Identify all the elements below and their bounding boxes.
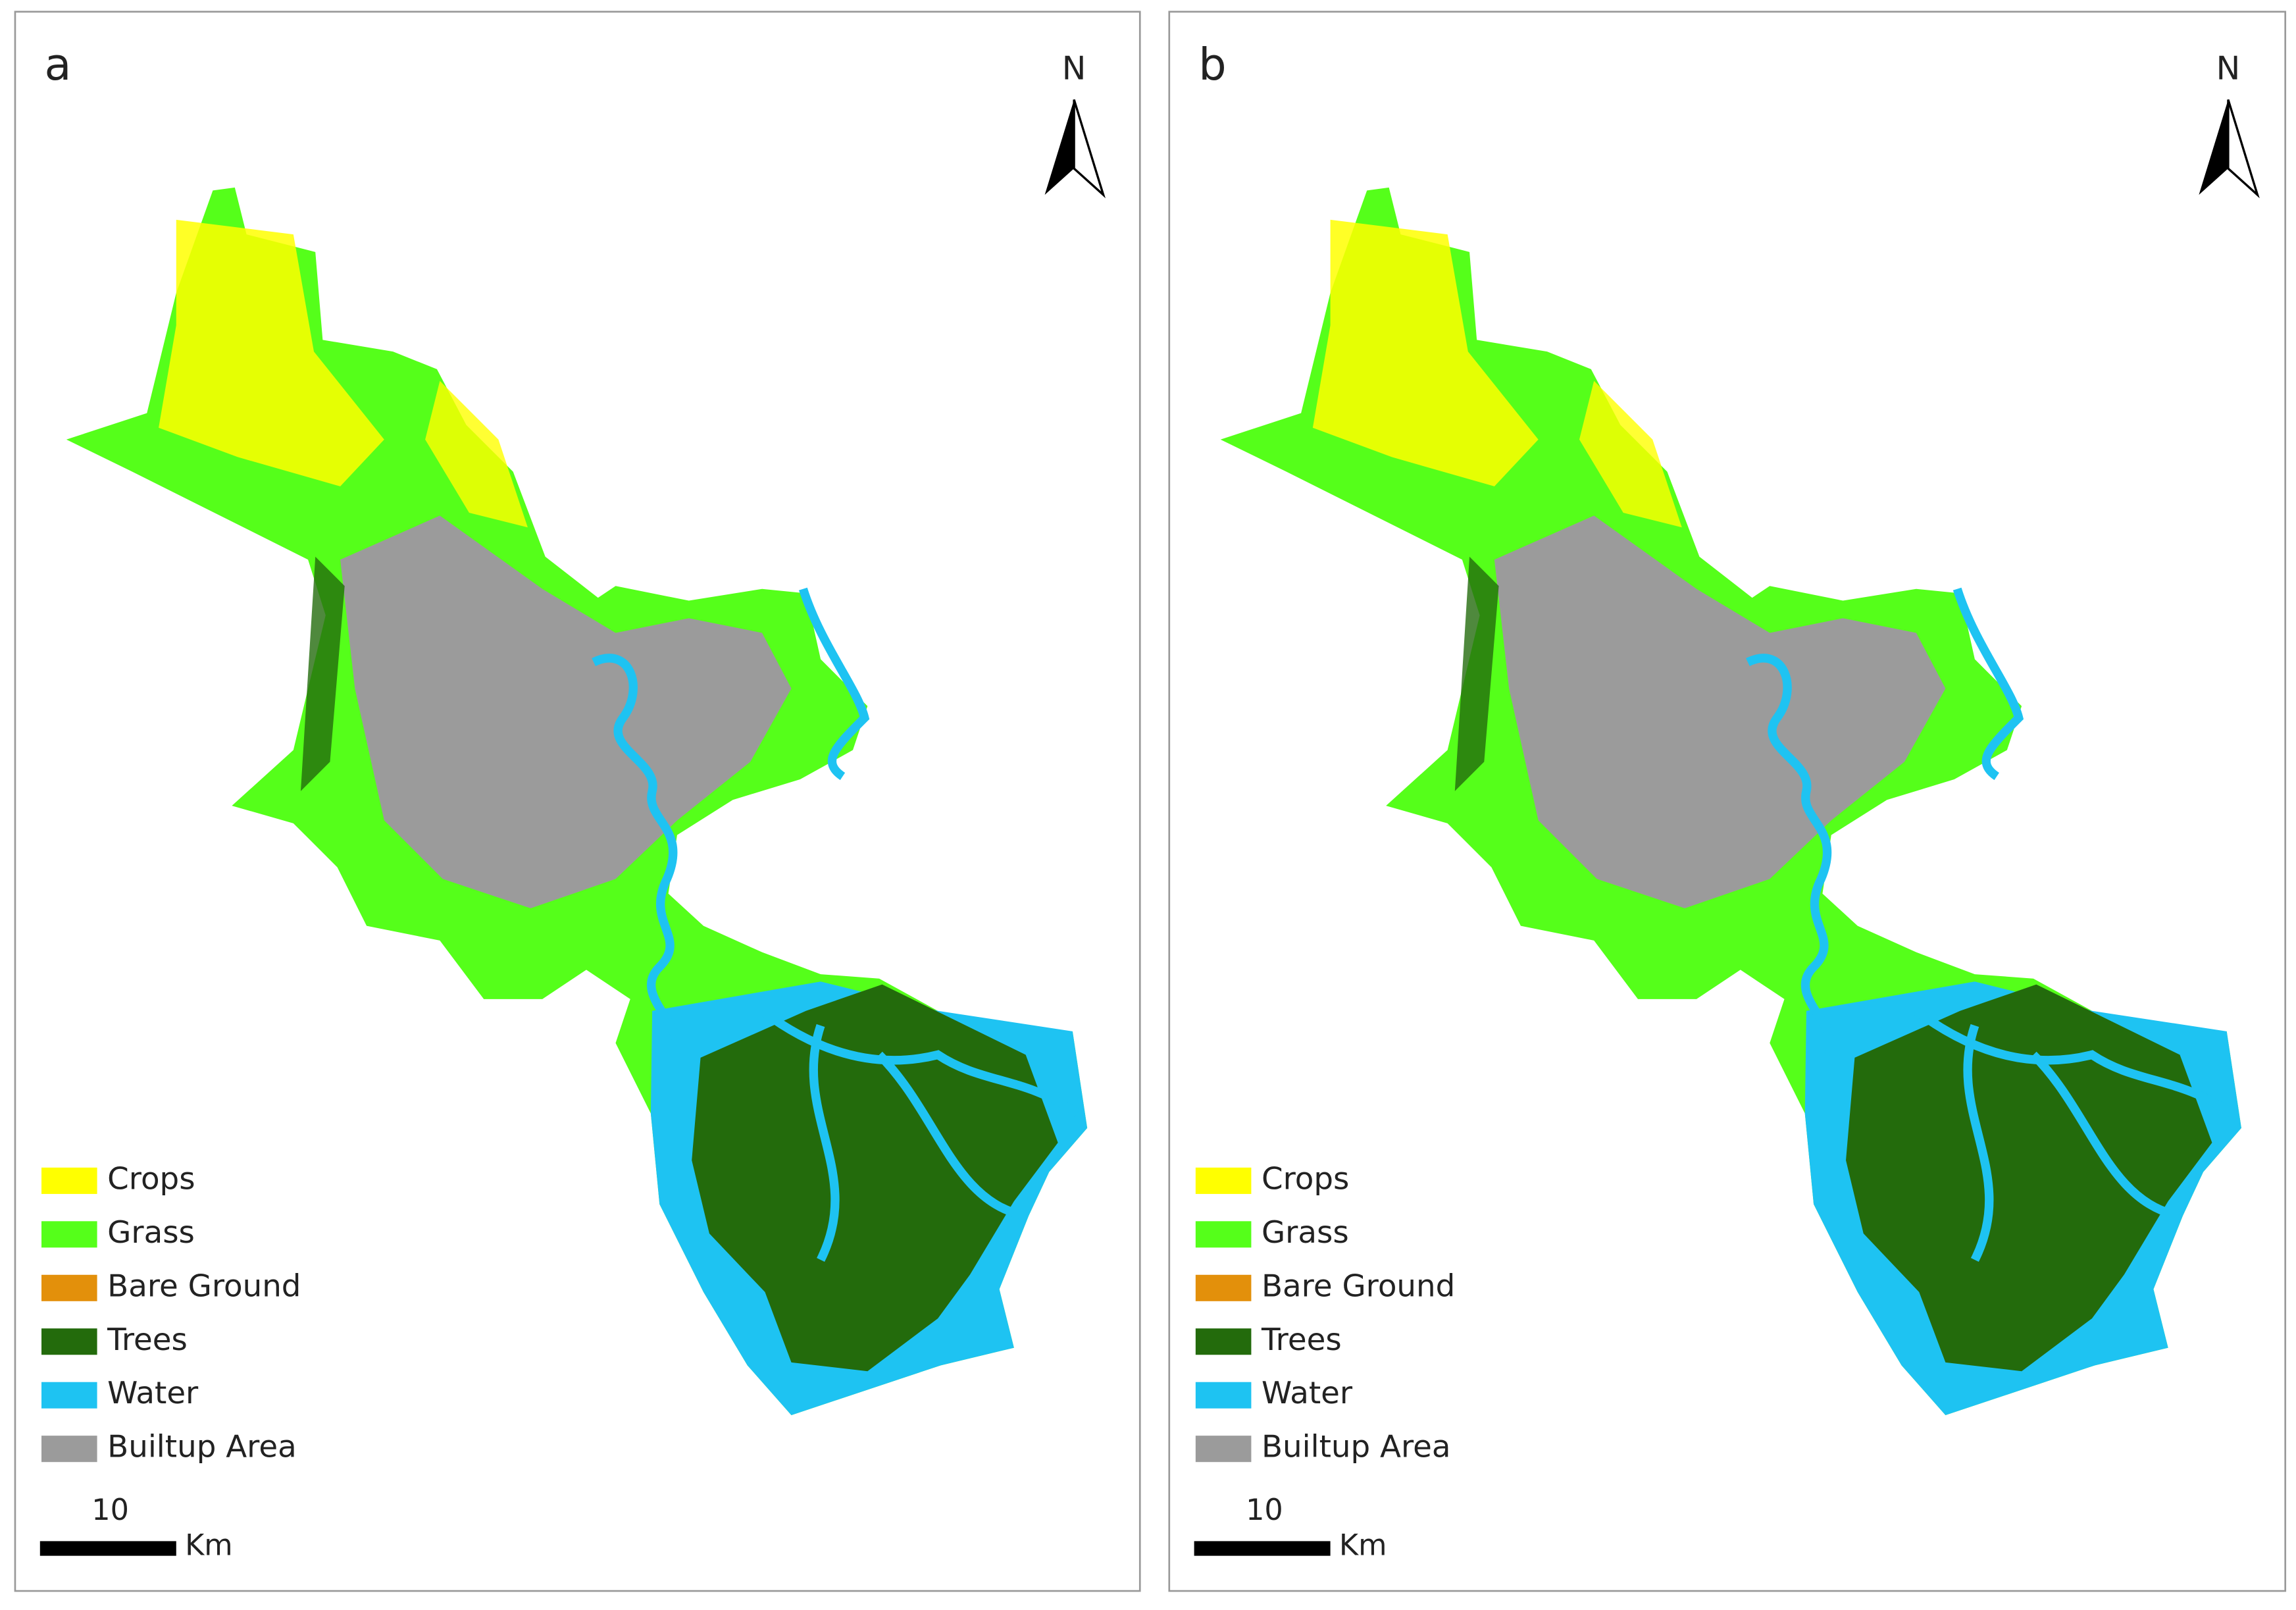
legend-label: Grass (1262, 1215, 1349, 1251)
legend-label: Trees (107, 1322, 188, 1358)
river (1952, 587, 2024, 781)
trees-area (1846, 984, 2212, 1372)
legend-label: Grass (107, 1215, 195, 1251)
legend-label: Water (1262, 1376, 1353, 1411)
river (1746, 654, 1835, 1057)
river (2030, 1051, 2181, 1220)
legend-label: Bare Ground (1262, 1268, 1455, 1304)
builtup-area (1494, 515, 1946, 908)
crops-area (159, 219, 384, 486)
river (592, 654, 681, 1057)
trees-strip (300, 556, 345, 791)
map-panel: b N Crops Grass Bare Ground Trees Water Builtup… (1168, 11, 2287, 1592)
legend-swatch (41, 1328, 97, 1355)
trees-area (692, 984, 1058, 1372)
crops-area (425, 380, 528, 528)
panel-label: a (44, 39, 71, 90)
north-arrow-right (2227, 99, 2260, 199)
river (1963, 1024, 1994, 1262)
legend-swatch (1195, 1167, 1252, 1194)
legend-label: Builtup Area (107, 1430, 297, 1465)
north-label: N (2216, 49, 2241, 87)
legend-swatch (1195, 1221, 1252, 1248)
legend-label: Crops (107, 1161, 195, 1197)
legend-swatch (1195, 1328, 1252, 1355)
legend-swatch (41, 1436, 97, 1463)
legend-label: Water (107, 1376, 199, 1411)
river (798, 587, 870, 781)
legend-label: Crops (1262, 1161, 1349, 1197)
north-arrow-left (1044, 99, 1075, 195)
north-arrow-right (1073, 99, 1106, 199)
crops-area (1312, 219, 1539, 486)
scale-unit: Km (1339, 1528, 1387, 1562)
map-panel: a N Crops Grass Bare Ground Trees Water Builtup… (14, 11, 1141, 1592)
scale-bar (39, 1541, 176, 1556)
legend-label: Trees (1261, 1322, 1342, 1358)
legend-label: Builtup Area (1262, 1430, 1451, 1465)
land-cover-map (66, 187, 1088, 1415)
legend-swatch (41, 1167, 97, 1194)
scale-unit: Km (185, 1528, 233, 1562)
trees-strip (1454, 556, 1499, 791)
legend-label: Bare Ground (107, 1268, 301, 1304)
panel-label: b (1198, 39, 1226, 90)
builtup-area (340, 515, 792, 908)
scale-bar (1194, 1541, 1331, 1556)
legend-swatch (41, 1221, 97, 1248)
scale-value: 10 (1246, 1493, 1283, 1527)
legend-swatch (41, 1382, 97, 1409)
legend-swatch (41, 1274, 97, 1301)
crops-area (1579, 380, 1682, 528)
north-arrow-left (2199, 99, 2228, 195)
legend-swatch (1195, 1274, 1252, 1301)
land-cover-map (1220, 187, 2241, 1415)
river (809, 1024, 840, 1262)
legend-swatch (1195, 1436, 1252, 1463)
river (876, 1051, 1027, 1220)
legend-swatch (1195, 1382, 1252, 1409)
scale-value: 10 (91, 1493, 129, 1527)
north-label: N (1062, 49, 1086, 87)
